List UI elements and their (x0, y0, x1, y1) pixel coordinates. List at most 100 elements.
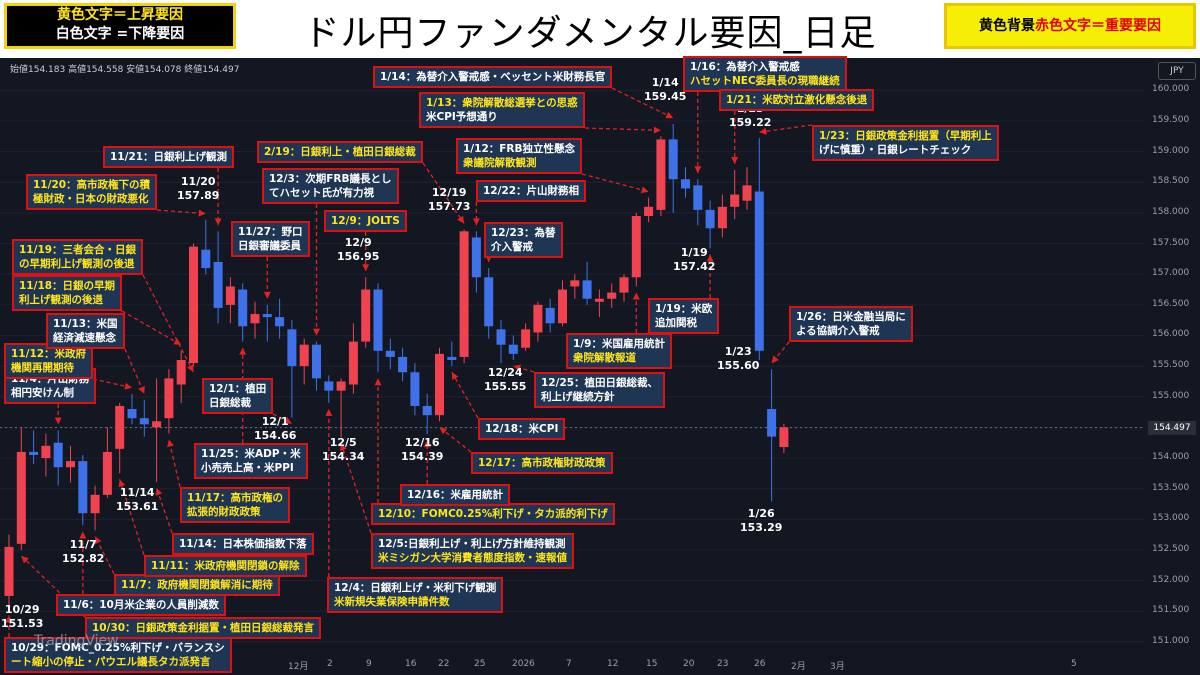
label-date: 12/9 (344, 236, 372, 249)
annotation-box: 11/18：日銀の早期 利上げ観測の後退 (12, 275, 123, 311)
annotation-line: 11/17：高市政権の (187, 492, 284, 504)
annotation-box: 1/13：衆院解散総選挙との思惑 米CPI予想通り (419, 92, 585, 128)
x-tick-label: 7 (566, 659, 572, 669)
candle-11-10 (102, 427, 112, 498)
x-tick-label: 16 (405, 659, 417, 669)
arrow-head (313, 328, 320, 336)
annotation-box: 11/21：日銀利上げ観測 (103, 146, 235, 168)
arrow-head (79, 531, 87, 539)
candle-11-13 (139, 399, 149, 437)
candle-body (102, 451, 112, 495)
annotation-line: 12/25：植田日銀総裁、 (541, 377, 659, 389)
annotation-line: 12/3：次期FRB議長とし (269, 173, 392, 185)
annotation-line: 11/19：三者会合・日銀 (19, 244, 137, 256)
annotation-arrow (168, 439, 181, 488)
candle-12-30 (545, 298, 555, 333)
candle-body (422, 405, 432, 416)
candle-11-14 (152, 378, 162, 482)
annotation-line: ート縮小の停止・パウエル議長タカ派発言 (11, 656, 211, 668)
arrow-head (138, 386, 145, 394)
candle-11-18 (176, 350, 186, 403)
annotation-line: 12/16：米雇用統計 (407, 489, 504, 501)
candle-body (53, 442, 63, 468)
arrow-head (439, 427, 448, 435)
candle-12-12 (398, 347, 408, 382)
candle-1-6 (594, 289, 604, 318)
annotation-box: 1/14：為替介入警戒感・ベッセント米財務長官 (373, 66, 613, 88)
annotation-box: 11/17：高市政権の 拡張的財政政策 (180, 487, 291, 523)
x-tick-label: 20 (683, 659, 695, 669)
candle-12-17 (435, 347, 444, 422)
candle-11-19 (189, 243, 198, 367)
candle-12-31 (558, 280, 567, 327)
annotation-arrow (124, 348, 145, 395)
annotation-line: ハセットNEC委員長の現職継続 (690, 75, 840, 87)
annotation-line: 12/4：日銀利上げ・米利下げ観測 (334, 582, 497, 594)
arrow-head (173, 338, 182, 345)
arrow-head (54, 417, 62, 425)
annotation-box: 1/19：米欧 追加関税 (648, 298, 720, 334)
arrow-head (5, 615, 13, 623)
annotation-box: 11/20：高市政権下の積 極財政・日本の財政悪化 (26, 174, 158, 210)
candle-10-29 (4, 534, 14, 610)
annotation-line: 12/22：片山財務相 (483, 185, 580, 197)
candle-body (582, 280, 592, 299)
candle-body (521, 329, 531, 348)
chart-title: ドル円ファンダメンタル要因_日足 (303, 13, 877, 54)
candle-body (767, 409, 777, 437)
candle-12-5 (336, 378, 346, 438)
candle-12-9 (361, 277, 371, 348)
high-low-label: 11/20 157.89 (177, 175, 219, 203)
annotation-arrow (94, 536, 115, 575)
annotation-line: 日銀総裁 (209, 397, 251, 409)
candle-11-3 (41, 433, 51, 477)
arrow-head (513, 364, 521, 372)
candle-body (336, 381, 346, 391)
candle-12-3 (312, 341, 321, 391)
arrow-head (155, 487, 163, 496)
x-tick-label: 23 (717, 659, 729, 669)
annotation-line: 11/21：日銀利上げ観測 (110, 151, 228, 163)
annotation-box: 12/16：米雇用統計 (400, 484, 511, 506)
candle-body (324, 381, 334, 391)
currency-selector[interactable]: JPY (1158, 62, 1196, 80)
annotation-box: 11/14：日本株価指数下落 (172, 533, 314, 555)
candle-1-23 (754, 138, 764, 360)
label-date: 12/19 (431, 186, 467, 199)
candle-12-29 (533, 301, 543, 342)
candle-body (779, 427, 789, 448)
annotation-arrow (156, 209, 206, 215)
annotation-box: 11/12：米政府 機関再開期待 (4, 343, 94, 379)
annotation-arrow (584, 127, 661, 131)
candle-1-20 (717, 194, 727, 238)
candle-body (385, 350, 395, 357)
high-low-label: 1/23 155.60 (717, 345, 759, 373)
annotation-line: 1/9：米国雇用統計 (573, 338, 665, 350)
arrow-head (339, 443, 347, 451)
annotation-line: 1/21：米欧対立激化懸念後退 (726, 94, 868, 106)
candle-body (668, 139, 678, 180)
annotation-box: 11/27：野口 日銀審議委員 (231, 221, 310, 257)
candle-body (693, 185, 703, 210)
label-price: 155.55 (484, 380, 527, 393)
high-low-label: 11/7 152.82 (62, 538, 104, 566)
x-tick-label: 12月 (288, 662, 309, 672)
candle-1-16 (693, 179, 703, 226)
annotation-line: 10/30：日銀政策金利据置・植田日銀総裁発言 (92, 622, 315, 634)
label-price: 155.60 (717, 359, 760, 372)
candle-12-23 (484, 268, 494, 339)
candle-1-27 (779, 423, 789, 454)
annotation-arrow (121, 310, 182, 346)
candle-1-7 (607, 283, 617, 308)
x-tick-label: 5 (1071, 659, 1077, 669)
arrow-head (118, 479, 126, 488)
annotation-line: 小売売上高・米PPI (201, 462, 294, 474)
candle-body (656, 139, 666, 210)
candle-body (275, 317, 285, 327)
y-tick-label: 153.000 (1152, 513, 1190, 524)
candle-11-4 (53, 430, 63, 486)
label-date: 11/14 (119, 486, 155, 499)
candle-body (570, 280, 580, 287)
arrow-head (706, 254, 714, 262)
